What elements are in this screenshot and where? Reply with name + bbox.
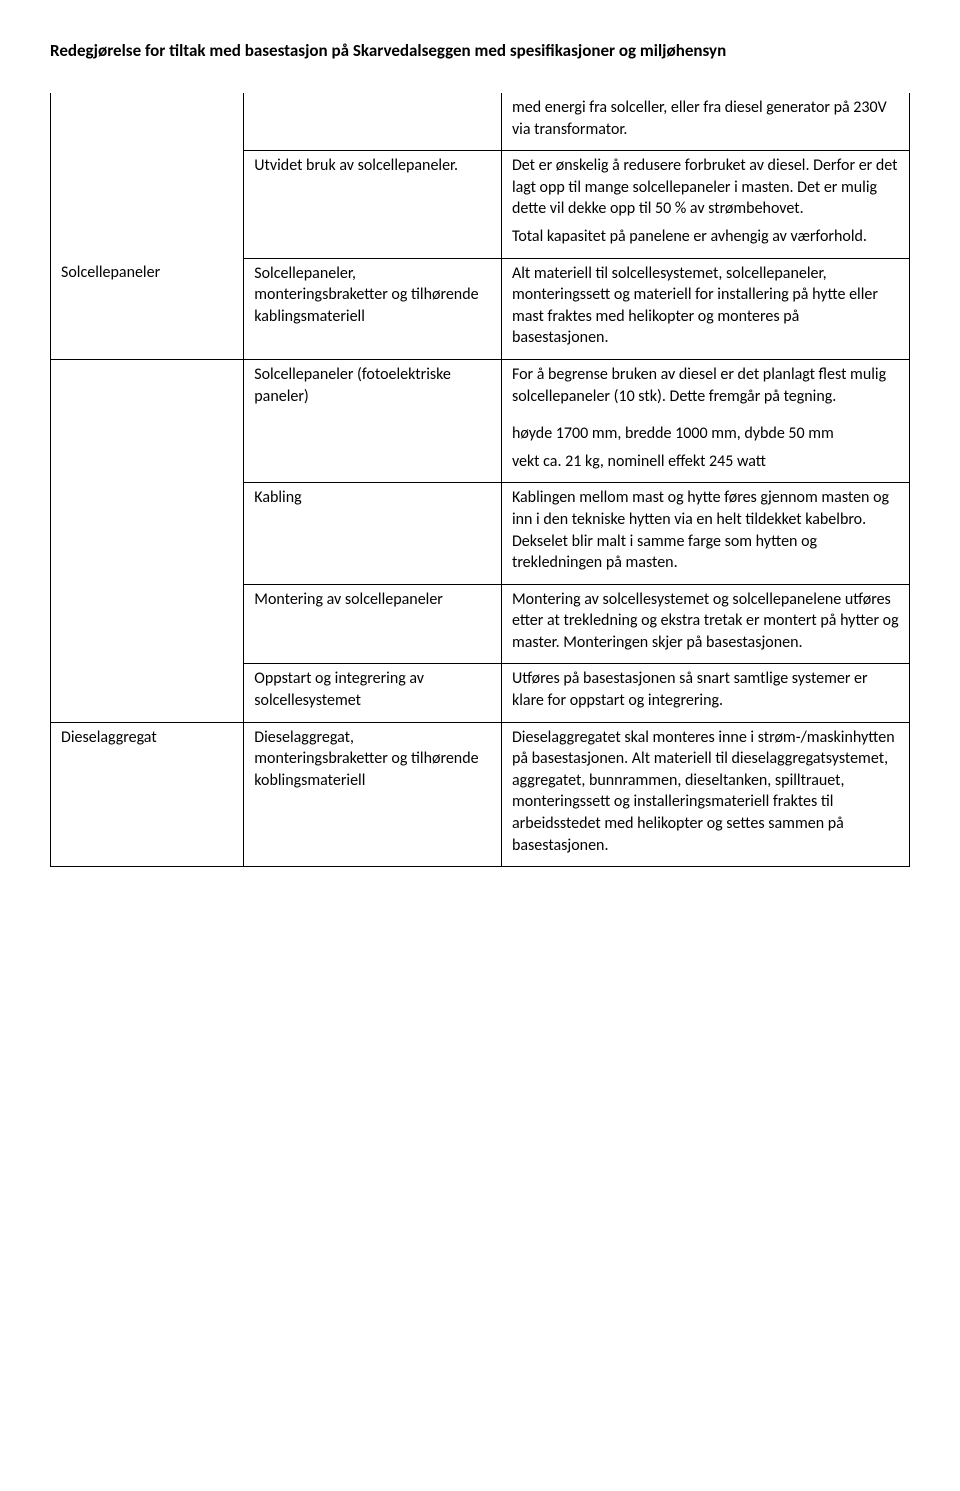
cell-col3: Kablingen mellom mast og hytte føres gje…	[501, 483, 909, 584]
cell-col2: Utvidet bruk av solcellepaneler.	[244, 151, 502, 258]
table-row: Solcellepaneler (fotoelektriske paneler)…	[51, 359, 910, 482]
cell-col3: Dieselaggregatet skal monteres inne i st…	[501, 722, 909, 867]
table-row: Dieselaggregat Dieselaggregat, montering…	[51, 722, 910, 867]
cell-paragraph: For å begrense bruken av diesel er det p…	[512, 364, 899, 407]
cell-paragraph: høyde 1700 mm, bredde 1000 mm, dybde 50 …	[512, 423, 899, 445]
page-title: Redegjørelse for tiltak med basestasjon …	[50, 40, 910, 61]
cell-col2: Dieselaggregat, monteringsbraketter og t…	[244, 722, 502, 867]
cell-paragraph: Det er ønskelig å redusere forbruket av …	[512, 155, 899, 220]
cell-col3: Det er ønskelig å redusere forbruket av …	[501, 151, 909, 258]
cell-paragraph: Total kapasitet på panelene er avhengig …	[512, 226, 899, 248]
cell-col3: Montering av solcellesystemet og solcell…	[501, 584, 909, 664]
table-row: Utvidet bruk av solcellepaneler. Det er …	[51, 151, 910, 258]
table-row: Solcellepaneler Solcellepaneler, monteri…	[51, 258, 910, 359]
cell-col1	[51, 664, 244, 722]
cell-col2: Solcellepaneler, monteringsbraketter og …	[244, 258, 502, 359]
cell-col2: Montering av solcellepaneler	[244, 584, 502, 664]
cell-col2: Solcellepaneler (fotoelektriske paneler)	[244, 359, 502, 482]
cell-col1	[51, 483, 244, 584]
cell-col2	[244, 93, 502, 151]
table-row: med energi fra solceller, eller fra dies…	[51, 93, 910, 151]
table-row: Oppstart og integrering av solcellesyste…	[51, 664, 910, 722]
table-row: Kabling Kablingen mellom mast og hytte f…	[51, 483, 910, 584]
spec-table: med energi fra solceller, eller fra dies…	[50, 93, 910, 867]
cell-col3: med energi fra solceller, eller fra dies…	[501, 93, 909, 151]
cell-col1	[51, 359, 244, 482]
cell-col1: Solcellepaneler	[51, 258, 244, 359]
cell-col2: Oppstart og integrering av solcellesyste…	[244, 664, 502, 722]
cell-col1	[51, 584, 244, 664]
cell-col3: Alt materiell til solcellesystemet, solc…	[501, 258, 909, 359]
cell-col1	[51, 93, 244, 151]
cell-paragraph: vekt ca. 21 kg, nominell effekt 245 watt	[512, 451, 899, 473]
cell-col3: Utføres på basestasjonen så snart samtli…	[501, 664, 909, 722]
table-row: Montering av solcellepaneler Montering a…	[51, 584, 910, 664]
cell-col3: For å begrense bruken av diesel er det p…	[501, 359, 909, 482]
cell-col2: Kabling	[244, 483, 502, 584]
cell-col1	[51, 151, 244, 258]
cell-col1: Dieselaggregat	[51, 722, 244, 867]
